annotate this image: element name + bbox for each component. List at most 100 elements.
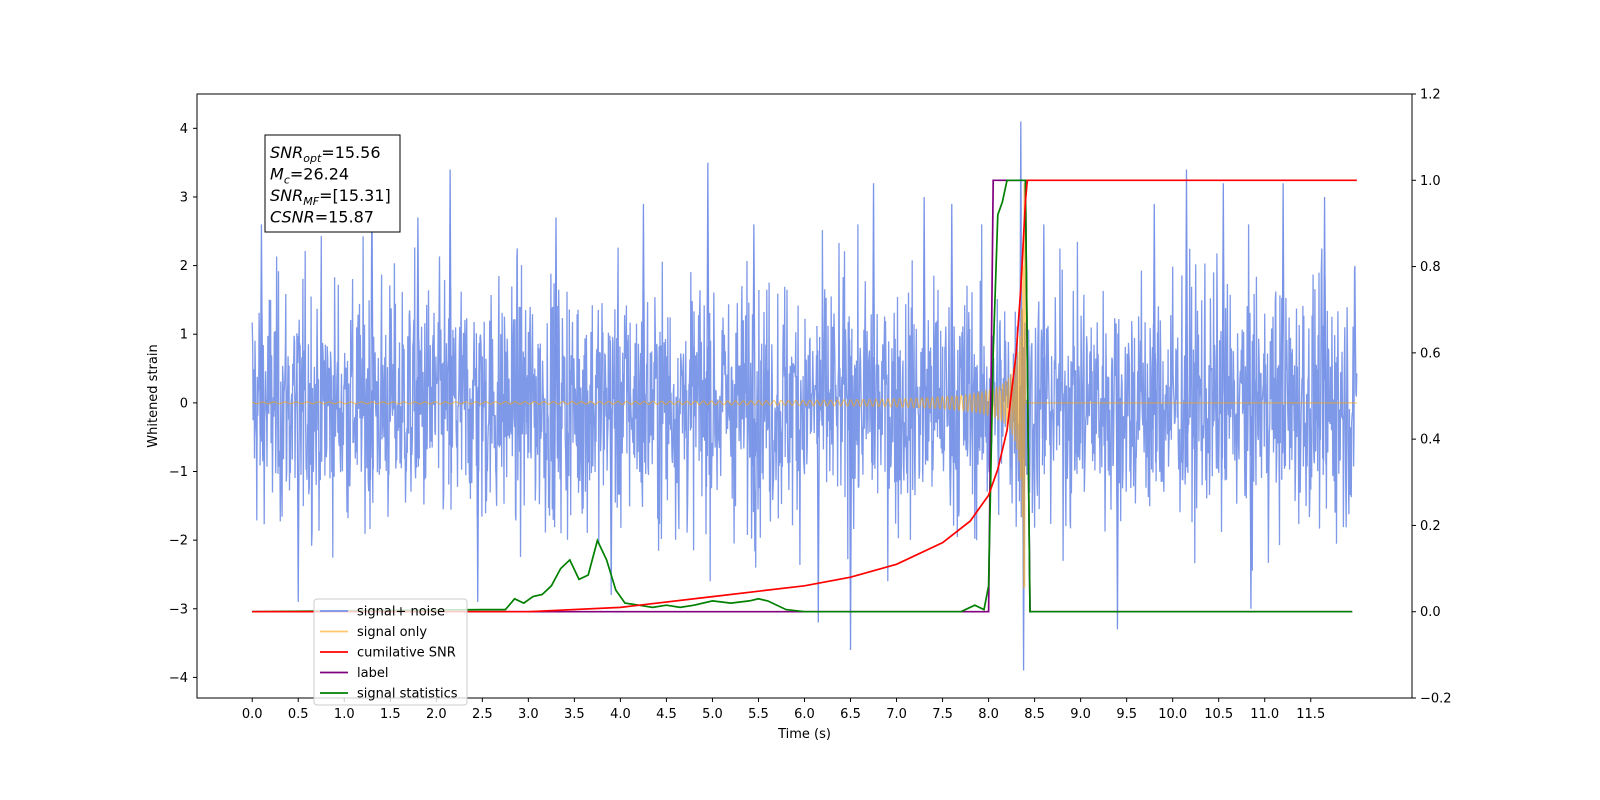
y2-tick-label: 1.2 xyxy=(1420,88,1441,103)
stats-annotation-frame xyxy=(264,134,401,233)
y-tick-label: 2 xyxy=(180,259,188,274)
x-tick-label: 6.0 xyxy=(794,707,815,722)
noise-spike xyxy=(816,325,821,623)
y2-tick-label: −0.2 xyxy=(1420,692,1452,707)
legend-label: cumilative SNR xyxy=(357,646,456,661)
x-tick-label: 3.0 xyxy=(518,707,539,722)
annotation-value: =15.56 xyxy=(321,143,380,162)
annotation-symbol: M xyxy=(270,165,284,184)
noise-spike xyxy=(751,224,756,466)
legend-frame xyxy=(313,598,468,706)
annotation-value: =15.87 xyxy=(315,208,374,227)
x-tick-label: 1.5 xyxy=(380,707,401,722)
noise-spike xyxy=(448,169,453,485)
legend-label: signal only xyxy=(357,625,427,640)
noise-spike xyxy=(1184,169,1189,485)
noise-spike xyxy=(609,335,614,596)
x-tick-label: 0.0 xyxy=(242,707,263,722)
stats-annotation-line: SNRopt=15.56 xyxy=(270,143,381,165)
noise-spike xyxy=(1322,196,1327,475)
noise-spike xyxy=(922,196,927,475)
y2-tick-label: 0.2 xyxy=(1420,519,1441,534)
noise-spike xyxy=(296,333,301,602)
annotation-subscript: MF xyxy=(303,195,319,208)
x-tick-label: 1.0 xyxy=(334,707,355,722)
x-tick-label: 5.0 xyxy=(702,707,723,722)
y2-tick-label: 0.0 xyxy=(1420,605,1441,620)
y-tick-label: −3 xyxy=(169,602,188,617)
y2-tick-label: 0.4 xyxy=(1420,433,1441,448)
noise-spike xyxy=(1041,224,1046,466)
x-tick-label: 8.5 xyxy=(1024,707,1045,722)
x-tick-label: 4.0 xyxy=(610,707,631,722)
legend-item-signal-statistics: signal statistics xyxy=(320,687,458,702)
x-tick-label: 0.5 xyxy=(288,707,309,722)
y2-tick-label: 1.0 xyxy=(1420,174,1441,189)
noise-spike xyxy=(259,224,264,466)
x-tick-label: 10.0 xyxy=(1158,707,1187,722)
x-tick-label: 11.5 xyxy=(1296,707,1325,722)
x-tick-label: 3.5 xyxy=(564,707,585,722)
series-signal-noise xyxy=(251,224,1358,582)
noise-spike xyxy=(553,217,559,468)
legend: signal+ noise signal only cumilative SNR la… xyxy=(313,598,468,706)
noise-spike xyxy=(949,203,954,473)
series-cumilative-snr xyxy=(252,179,1357,613)
series-signal-statistics xyxy=(252,179,1353,613)
y-tick-label: −2 xyxy=(169,534,188,549)
noise-spike xyxy=(1281,183,1286,480)
noise-spike xyxy=(475,333,480,602)
y-axis-label: Whitened strain xyxy=(146,344,161,447)
stats-annotation-line: Mc=26.24 xyxy=(270,165,349,187)
annotation-symbol: SNR xyxy=(270,186,303,205)
y2-tick-label: 0.6 xyxy=(1420,346,1441,361)
x-tick-label: 11.0 xyxy=(1250,707,1279,722)
annotation-value: =[15.31] xyxy=(319,186,391,205)
noise-spike xyxy=(1221,183,1226,480)
legend-label: signal statistics xyxy=(357,687,458,702)
noise-spike xyxy=(415,217,420,468)
legend-label: signal+ noise xyxy=(357,605,445,620)
y2-tick-label: 0.8 xyxy=(1420,260,1441,275)
annotation-subscript: opt xyxy=(303,152,322,165)
noise-spike xyxy=(1152,203,1157,473)
y-tick-label: −1 xyxy=(169,465,188,480)
x-axis-label: Time (s) xyxy=(777,727,831,742)
x-tick-label: 6.5 xyxy=(840,707,861,722)
annotation-symbol: SNR xyxy=(270,143,303,162)
noise-spike xyxy=(641,203,646,473)
legend-item-cumilative-snr: cumilative SNR xyxy=(320,646,456,661)
x-tick-label: 2.5 xyxy=(472,707,493,722)
y-tick-label: 0 xyxy=(180,396,188,411)
y-tick-label: 1 xyxy=(180,328,188,343)
legend-label: label xyxy=(357,666,388,681)
legend-item-label: label xyxy=(320,666,388,681)
x-tick-label: 2.0 xyxy=(426,707,447,722)
y-tick-label: 3 xyxy=(180,190,188,205)
noise-spike xyxy=(871,183,876,480)
stats-annotation-box: SNRopt=15.56Mc=26.24SNRMF=[15.31]CSNR=15… xyxy=(264,134,401,233)
legend-item-signal-only: signal only xyxy=(320,625,427,640)
x-tick-label: 7.5 xyxy=(932,707,953,722)
legend-item-signal-noise: signal+ noise xyxy=(320,605,445,620)
x-tick-label: 9.5 xyxy=(1116,707,1137,722)
y-tick-label: −4 xyxy=(169,671,188,686)
x-tick-label: 5.5 xyxy=(748,707,769,722)
series-layer xyxy=(251,121,1358,671)
x-tick-label: 10.5 xyxy=(1204,707,1233,722)
noise-spike xyxy=(705,162,710,487)
x-tick-label: 8.0 xyxy=(978,707,999,722)
x-tick-label: 7.0 xyxy=(886,707,907,722)
annotation-symbol: CSNR xyxy=(270,208,315,227)
x-tick-label: 9.0 xyxy=(1070,707,1091,722)
annotation-value: =26.24 xyxy=(290,165,349,184)
annotation-subscript: c xyxy=(284,174,290,187)
series-signal-only xyxy=(252,183,1357,589)
stats-annotation-line: SNRMF=[15.31] xyxy=(270,186,391,208)
ticks-layer: 0.0 0.5 1.0 1.5 2.0 2.5 3.0 3.5 4.0 4.5 5.0 5.5 6.0 6… xyxy=(169,88,1452,723)
x-tick-label: 4.5 xyxy=(656,707,677,722)
y-tick-label: 4 xyxy=(180,122,188,137)
stats-annotation-line: CSNR=15.87 xyxy=(270,208,374,227)
